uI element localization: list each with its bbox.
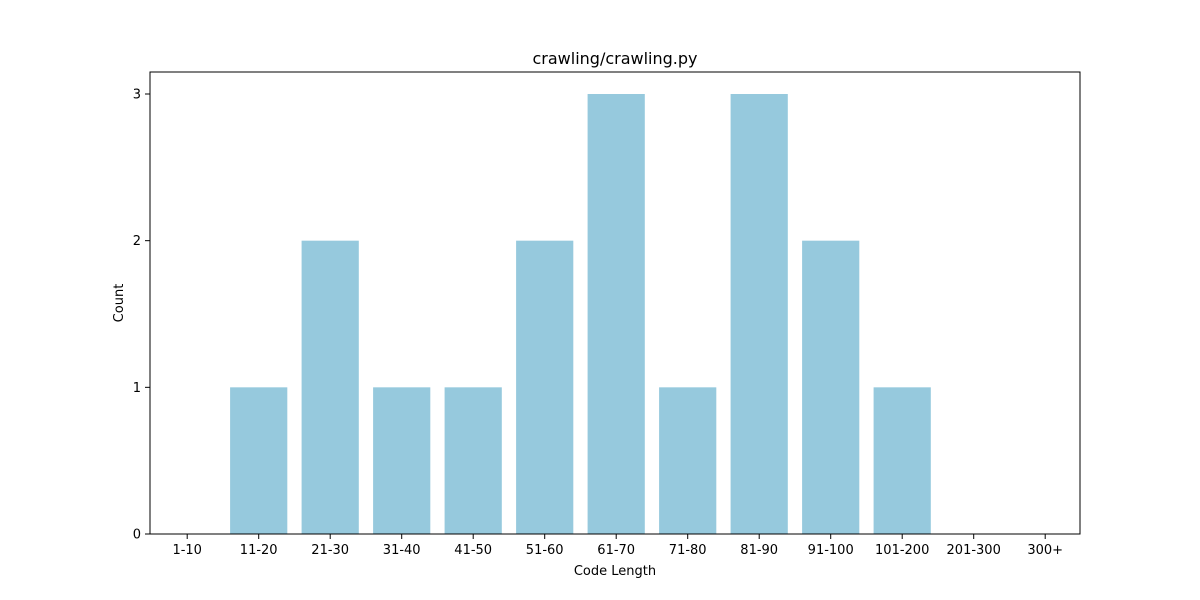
x-tick-label: 31-40 [383,543,421,558]
bars-group [230,94,931,535]
x-tick-label: 11-20 [240,543,278,558]
y-tick-label: 2 [133,234,141,249]
bar-31-40 [373,387,431,534]
x-tick-label: 41-50 [454,543,492,558]
x-tick-label: 91-100 [808,543,854,558]
x-tick-label: 101-200 [875,543,929,558]
y-axis-label: Count [112,284,127,323]
y-axis-ticks: 0 1 2 3 [133,88,150,543]
bar-61-70 [587,94,645,534]
bar-101-200 [873,387,931,534]
bar-81-90 [730,94,788,534]
y-tick-label: 1 [133,381,141,396]
x-axis-ticks: 1-10 11-20 21-30 31-40 41-50 51-60 61-70 71-80 8… [172,534,1063,558]
bar-51-60 [516,240,574,535]
x-tick-label: 81-90 [740,543,778,558]
x-tick-label: 201-300 [947,543,1001,558]
x-tick-label: 300+ [1027,543,1063,558]
bar-41-50 [444,387,502,534]
x-tick-label: 71-80 [669,543,707,558]
plot-frame [149,71,1081,535]
x-axis-label: Code Length [574,564,656,579]
x-tick-label: 51-60 [526,543,564,558]
x-tick-label: 21-30 [311,543,349,558]
bar-11-20 [230,387,288,534]
x-tick-label: 61-70 [597,543,635,558]
y-tick-label: 3 [133,88,141,103]
bar-91-100 [802,240,860,535]
y-tick-label: 0 [133,528,141,543]
bar-21-30 [301,240,359,535]
chart-title: crawling/crawling.py [532,49,697,68]
x-tick-label: 1-10 [172,543,202,558]
bar-71-80 [659,387,717,534]
